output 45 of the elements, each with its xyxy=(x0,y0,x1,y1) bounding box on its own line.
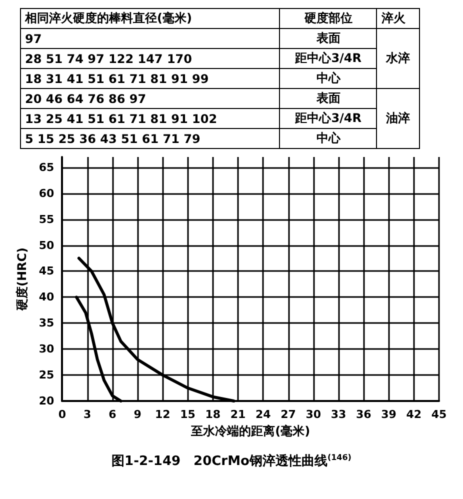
text: 表面 xyxy=(280,28,377,48)
x-tick-label: 12 xyxy=(155,408,170,421)
x-tick-label: 45 xyxy=(431,408,447,421)
text: 20 46 64 76 86 97 xyxy=(20,88,280,108)
x-tick-label: 27 xyxy=(280,408,296,421)
text: 5 15 25 36 43 51 61 71 79 xyxy=(20,128,280,148)
y-tick-label: 50 xyxy=(38,238,55,252)
x-tick-label: 0 xyxy=(58,408,66,421)
text: 距中心3/4R xyxy=(280,48,377,68)
text: 中心 xyxy=(280,128,377,148)
x-tick-label: 6 xyxy=(108,408,117,421)
x-tick-label: 3 xyxy=(84,408,92,421)
x-tick-label: 9 xyxy=(134,408,142,421)
text: 距中心3/4R xyxy=(280,108,377,128)
y-tick-label: 45 xyxy=(38,264,54,278)
text: 相同淬火硬度的棒料直径(毫米) xyxy=(20,8,280,28)
text: 油淬 xyxy=(376,88,420,148)
y-tick-label: 60 xyxy=(38,186,55,200)
x-tick-label: 24 xyxy=(256,408,272,421)
y-tick-label: 55 xyxy=(38,212,54,226)
x-tick-label: 18 xyxy=(205,408,221,421)
text: 中心 xyxy=(280,68,377,88)
x-tick-label: 33 xyxy=(330,408,346,421)
text: 13 25 41 51 61 71 81 91 102 xyxy=(20,108,280,128)
text: 表面 xyxy=(280,88,377,108)
y-tick-label: 25 xyxy=(38,368,54,382)
text: 淬火 xyxy=(376,8,420,28)
x-tick-label: 36 xyxy=(356,408,372,421)
y-tick-label: 40 xyxy=(38,290,55,304)
y-tick-label: 35 xyxy=(38,316,54,330)
x-tick-label: 39 xyxy=(381,408,396,421)
text: 水淬 xyxy=(376,28,420,88)
y-tick-label: 30 xyxy=(38,342,55,356)
text: 97 xyxy=(20,28,280,48)
x-tick-label: 21 xyxy=(230,408,246,421)
text: 18 31 41 51 61 71 81 91 99 xyxy=(20,68,280,88)
y-axis-title: 硬度(HRC) xyxy=(15,247,29,312)
y-tick-label: 65 xyxy=(38,160,54,174)
y-tick-label: 20 xyxy=(38,394,55,408)
x-tick-label: 30 xyxy=(306,408,322,421)
x-tick-label: 15 xyxy=(180,408,196,421)
x-tick-label: 42 xyxy=(406,408,422,421)
x-axis-title: 至水冷端的距离(毫米) xyxy=(190,424,310,438)
text: 硬度部位 xyxy=(280,8,377,28)
text: 28 51 74 97 122 147 170 xyxy=(20,48,280,68)
